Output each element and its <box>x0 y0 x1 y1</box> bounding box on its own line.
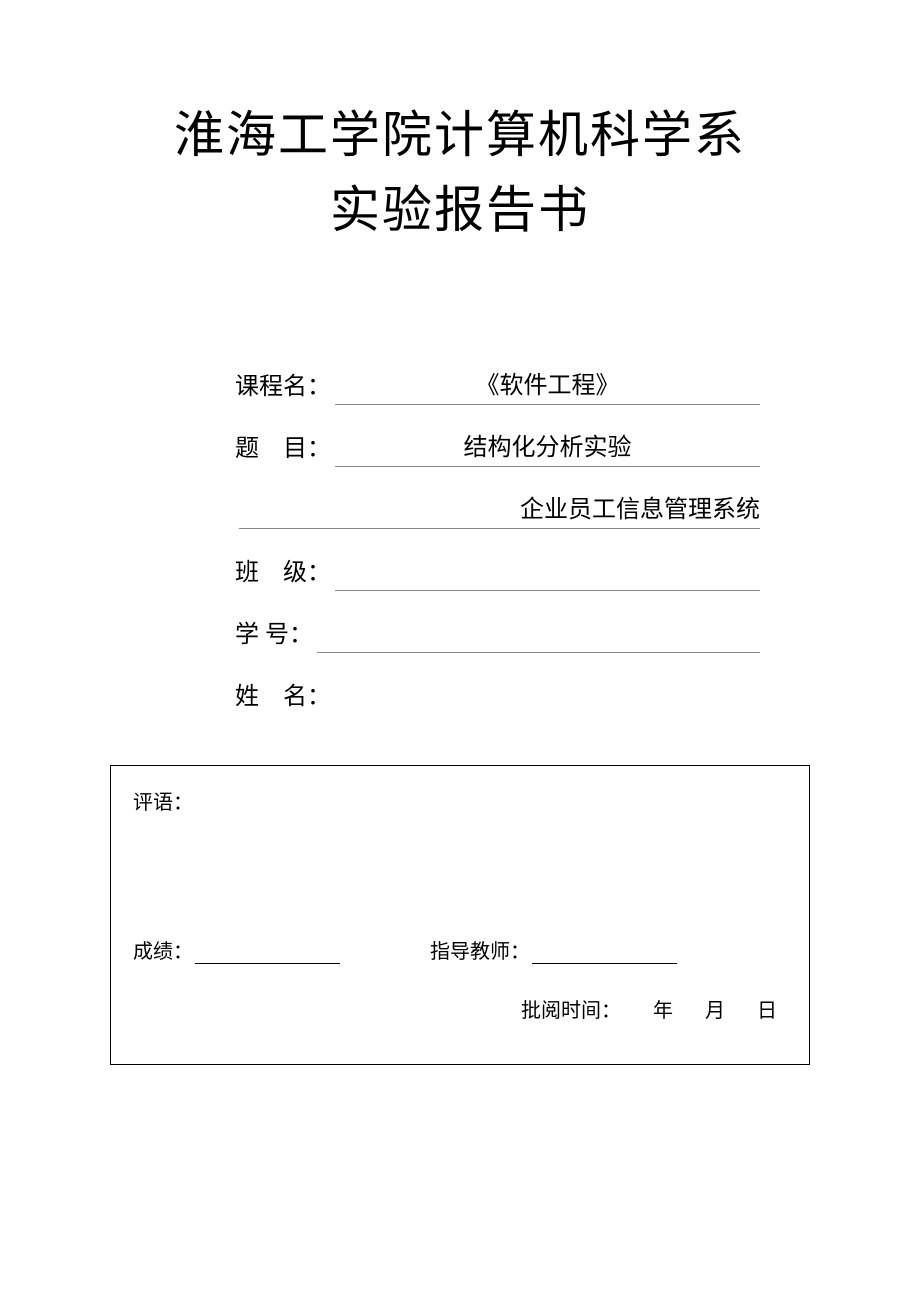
name-row: 姓 名： <box>235 675 760 715</box>
teacher-underline <box>532 963 677 964</box>
id-value-underline <box>317 623 760 653</box>
review-time-label: 批阅时间： <box>521 1000 621 1022</box>
month-label: 月 <box>705 1000 725 1022</box>
class-value-underline <box>335 561 760 591</box>
id-row: 学 号： <box>235 613 760 653</box>
document-header: 淮海工学院计算机科学系 实验报告书 <box>100 95 820 245</box>
course-value: 《软件工程》 <box>476 373 620 399</box>
title-line-1: 淮海工学院计算机科学系 <box>100 95 820 175</box>
score-underline <box>195 963 340 964</box>
topic-value-2: 企业员工信息管理系统 <box>520 497 760 523</box>
score-section: 成绩： <box>133 935 340 964</box>
class-row: 班 级： <box>235 551 760 591</box>
topic-value2-underline: 企业员工信息管理系统 <box>239 489 760 529</box>
name-label: 姓 名： <box>235 676 331 715</box>
topic-value: 结构化分析实验 <box>464 435 632 461</box>
comment-label: 评语： <box>133 786 787 815</box>
topic-row-2: 企业员工信息管理系统 <box>235 489 760 529</box>
topic-value-underline: 结构化分析实验 <box>335 427 760 467</box>
course-row: 课程名： 《软件工程》 <box>235 365 760 405</box>
topic-label: 题 目： <box>235 428 331 467</box>
date-row: 批阅时间： 年 月 日 <box>133 994 787 1023</box>
title-line-2: 实验报告书 <box>100 175 820 245</box>
id-label: 学 号： <box>235 614 313 653</box>
form-section: 课程名： 《软件工程》 题 目： 结构化分析实验 企业员工信息管理系统 班 级：… <box>100 365 820 715</box>
year-label: 年 <box>653 1000 673 1022</box>
topic-row: 题 目： 结构化分析实验 <box>235 427 760 467</box>
course-value-underline: 《软件工程》 <box>335 365 760 405</box>
teacher-section: 指导教师： <box>430 935 677 964</box>
document-page: 淮海工学院计算机科学系 实验报告书 课程名： 《软件工程》 题 目： 结构化分析… <box>0 0 920 1125</box>
score-label: 成绩： <box>133 935 193 964</box>
comment-box: 评语： 成绩： 指导教师： 批阅时间： 年 月 日 <box>110 765 810 1065</box>
course-label: 课程名： <box>235 366 331 405</box>
teacher-label: 指导教师： <box>430 935 530 964</box>
score-teacher-row: 成绩： 指导教师： <box>133 935 787 964</box>
day-label: 日 <box>757 1000 777 1022</box>
class-label: 班 级： <box>235 552 331 591</box>
